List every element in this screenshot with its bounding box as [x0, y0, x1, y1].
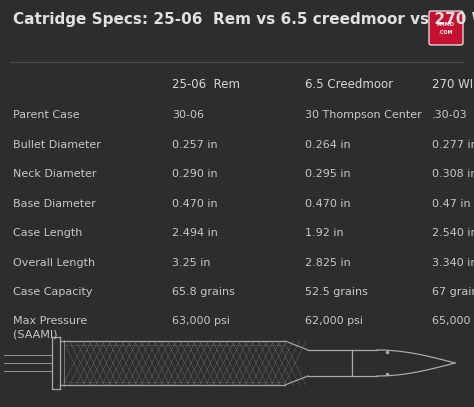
Text: 62,000 psi: 62,000 psi — [305, 317, 363, 326]
Text: 0.264 in: 0.264 in — [305, 140, 351, 149]
Text: 0.295 in: 0.295 in — [305, 169, 351, 179]
Text: Case Capacity: Case Capacity — [13, 287, 92, 297]
Text: 67 grains: 67 grains — [432, 287, 474, 297]
Text: AMMO: AMMO — [437, 22, 455, 26]
Text: 63,000 psi: 63,000 psi — [172, 317, 230, 326]
Text: 0.257 in: 0.257 in — [172, 140, 218, 149]
Text: 1.92 in: 1.92 in — [305, 228, 344, 238]
Text: .COM: .COM — [439, 29, 453, 35]
Text: 0.47 in: 0.47 in — [432, 199, 471, 208]
FancyBboxPatch shape — [429, 11, 463, 45]
Text: 6.5 Creedmoor: 6.5 Creedmoor — [305, 78, 393, 91]
Text: 0.308 in: 0.308 in — [432, 169, 474, 179]
Text: Max Pressure
(SAAMI): Max Pressure (SAAMI) — [13, 317, 87, 340]
Text: 0.277 in: 0.277 in — [432, 140, 474, 149]
Text: 65.8 grains: 65.8 grains — [172, 287, 235, 297]
Text: Neck Diameter: Neck Diameter — [13, 169, 97, 179]
Text: 2.494 in: 2.494 in — [172, 228, 218, 238]
Text: Parent Case: Parent Case — [13, 110, 80, 120]
Text: Case Length: Case Length — [13, 228, 82, 238]
Text: Overall Length: Overall Length — [13, 258, 95, 267]
Text: 65,000 psi: 65,000 psi — [432, 317, 474, 326]
Text: Bullet Diameter: Bullet Diameter — [13, 140, 101, 149]
Text: .30-03: .30-03 — [432, 110, 468, 120]
Text: 0.470 in: 0.470 in — [172, 199, 218, 208]
Text: 2.825 in: 2.825 in — [305, 258, 351, 267]
Text: 3.25 in: 3.25 in — [172, 258, 210, 267]
Text: 270 WIN: 270 WIN — [432, 78, 474, 91]
Text: 3.340 in: 3.340 in — [432, 258, 474, 267]
Text: 25-06  Rem: 25-06 Rem — [172, 78, 240, 91]
Text: Catridge Specs: 25-06  Rem vs 6.5 creedmoor vs 270 WIN: Catridge Specs: 25-06 Rem vs 6.5 creedmo… — [13, 12, 474, 27]
Text: 30 Thompson Center: 30 Thompson Center — [305, 110, 422, 120]
Text: Base Diameter: Base Diameter — [13, 199, 96, 208]
Text: 0.290 in: 0.290 in — [172, 169, 218, 179]
Text: 2.540 in: 2.540 in — [432, 228, 474, 238]
Text: 30-06: 30-06 — [172, 110, 204, 120]
Text: 0.470 in: 0.470 in — [305, 199, 351, 208]
Text: 52.5 grains: 52.5 grains — [305, 287, 368, 297]
